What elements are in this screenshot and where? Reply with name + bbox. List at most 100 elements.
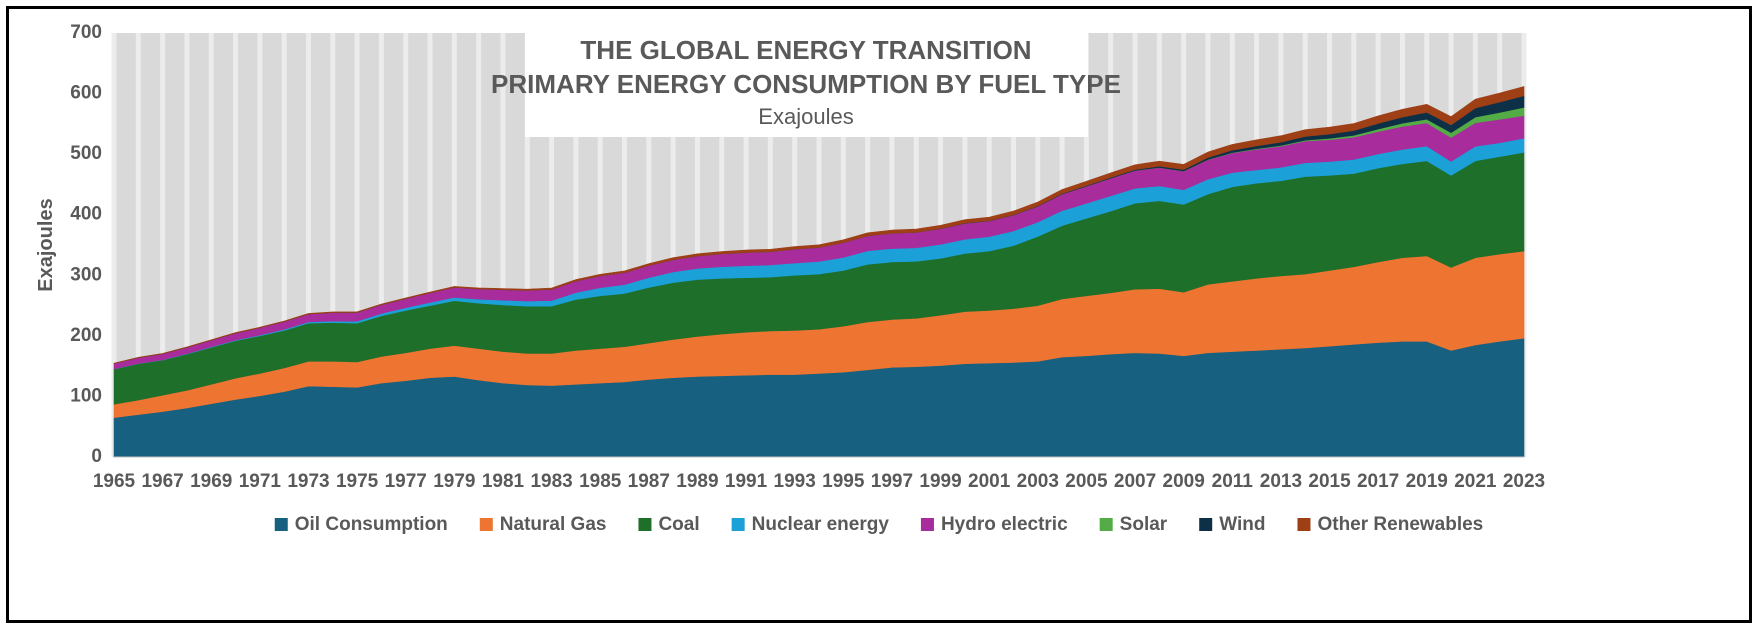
grid-band	[500, 33, 506, 457]
y-tick-label: 300	[70, 264, 102, 285]
x-tick-label: 1979	[433, 471, 475, 492]
x-tick-label: 2021	[1454, 471, 1497, 492]
chart-unit: Exajoules	[758, 104, 853, 129]
legend-swatch	[731, 518, 745, 531]
area-other-renewables	[113, 86, 1525, 364]
legend-item: Oil Consumption	[274, 514, 448, 535]
legend-swatch	[274, 518, 288, 531]
grid-band	[451, 33, 457, 457]
x-tick-label: 1965	[93, 471, 136, 492]
grid-band	[573, 33, 579, 457]
grid-band	[524, 33, 530, 457]
grid-band	[597, 33, 603, 457]
y-tick-labels: 0 100 200 300 400 500 600 700	[70, 22, 102, 467]
x-tick-label: 1977	[385, 471, 427, 492]
legend-swatch	[1099, 518, 1113, 531]
x-tick-label: 1969	[190, 471, 232, 492]
chart-title: THE GLOBAL ENERGY TRANSITION	[580, 35, 1031, 65]
legend-item: Wind	[1199, 514, 1265, 535]
chart-frame: 0 100 200 300 400 500 600 700 1965 1967 1969 1971 1…	[6, 6, 1752, 623]
legend-item: Nuclear energy	[731, 514, 890, 535]
grid-band	[354, 33, 360, 457]
legend-swatch	[479, 518, 493, 531]
grid-band	[257, 33, 263, 457]
x-tick-label: 2003	[1017, 471, 1059, 492]
legend-item: Natural Gas	[479, 514, 607, 535]
legend-swatch	[1199, 518, 1213, 531]
grid-band	[208, 33, 214, 457]
grid-band	[330, 33, 336, 457]
x-tick-label: 1981	[482, 471, 525, 492]
legend-label: Hydro electric	[941, 514, 1068, 535]
legend-item: Other Renewables	[1297, 514, 1483, 535]
legend-swatch	[1297, 518, 1311, 531]
y-tick-label: 100	[70, 385, 102, 406]
grid-band	[135, 33, 141, 457]
grid-band	[403, 33, 409, 457]
x-tick-label: 2015	[1308, 471, 1351, 492]
legend-label: Solar	[1120, 514, 1168, 535]
grid-band	[767, 33, 773, 457]
x-tick-label: 2007	[1114, 471, 1156, 492]
grid-band	[305, 33, 311, 457]
grid-band	[694, 33, 700, 457]
x-tick-label: 1987	[628, 471, 670, 492]
legend-label: Nuclear energy	[752, 514, 890, 535]
x-tick-labels: 1965 1967 1969 1971 1973 1975 1977 1979 1981 1983…	[93, 471, 1545, 492]
x-tick-label: 2013	[1260, 471, 1302, 492]
legend: Oil Consumption Natural Gas Coal Nuclear en…	[274, 514, 1483, 535]
x-tick-label: 1999	[919, 471, 961, 492]
legend-label: Other Renewables	[1317, 514, 1483, 535]
y-tick-label: 200	[70, 325, 102, 346]
x-tick-label: 1995	[822, 471, 865, 492]
x-tick-label: 2023	[1503, 471, 1545, 492]
grid-band	[622, 33, 628, 457]
y-tick-label: 700	[70, 22, 102, 43]
x-tick-label: 1983	[530, 471, 572, 492]
grid-band	[160, 33, 166, 457]
x-tick-label: 1989	[676, 471, 718, 492]
x-tick-label: 1997	[871, 471, 913, 492]
legend-swatch	[920, 518, 934, 531]
area-series-layer	[113, 86, 1525, 458]
x-tick-label: 1971	[239, 471, 282, 492]
legend-label: Natural Gas	[500, 514, 607, 535]
legend-label: Wind	[1219, 514, 1265, 535]
y-tick-label: 500	[70, 143, 102, 164]
y-axis-label: Exajoules	[35, 198, 57, 291]
chart-subtitle: PRIMARY ENERGY CONSUMPTION BY FUEL TYPE	[491, 69, 1121, 99]
x-tick-label: 1973	[287, 471, 329, 492]
legend-item: Solar	[1099, 514, 1168, 535]
grid-band	[111, 33, 117, 457]
x-tick-label: 1985	[579, 471, 622, 492]
title-background	[525, 33, 1088, 137]
x-tick-label: 1975	[336, 471, 379, 492]
y-tick-label: 0	[91, 446, 102, 467]
grid-band	[792, 33, 798, 457]
grid-band	[549, 33, 555, 457]
grid-band	[670, 33, 676, 457]
grid-band	[646, 33, 652, 457]
x-tick-label: 2005	[1065, 471, 1108, 492]
x-tick-label: 2019	[1406, 471, 1448, 492]
title-box: THE GLOBAL ENERGY TRANSITION PRIMARY ENE…	[491, 33, 1121, 137]
x-tick-label: 1991	[725, 471, 768, 492]
legend-item: Hydro electric	[920, 514, 1068, 535]
legend-item: Coal	[638, 514, 700, 535]
grid-band	[743, 33, 749, 457]
legend-label: Coal	[658, 514, 699, 535]
grid-band	[427, 33, 433, 457]
grid-band	[233, 33, 239, 457]
x-tick-label: 2001	[968, 471, 1011, 492]
legend-swatch	[638, 518, 652, 531]
y-tick-label: 600	[70, 83, 102, 104]
grid-band	[719, 33, 725, 457]
x-tick-label: 2009	[1163, 471, 1205, 492]
x-tick-label: 2017	[1357, 471, 1399, 492]
y-tick-label: 400	[70, 204, 102, 225]
grid-band	[184, 33, 190, 457]
legend-label: Oil Consumption	[295, 514, 448, 535]
grid-band	[281, 33, 287, 457]
grid-band	[476, 33, 482, 457]
